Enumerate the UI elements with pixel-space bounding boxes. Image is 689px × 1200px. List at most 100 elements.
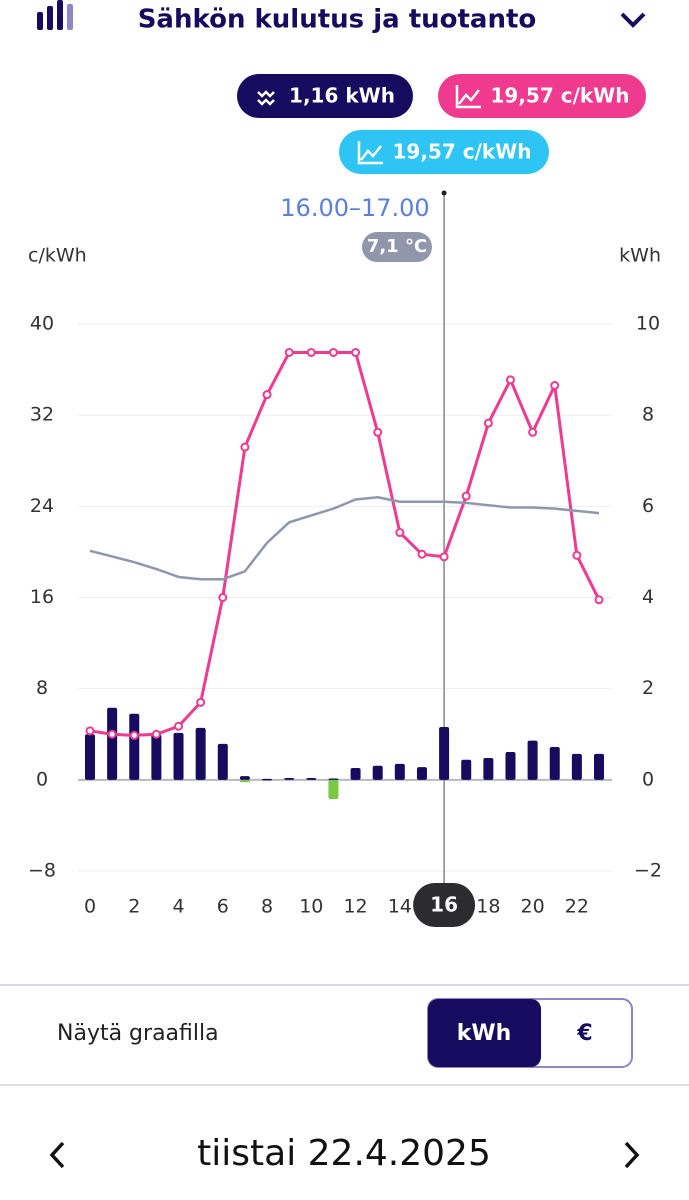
badge-text: 19,57 c/kWh <box>491 84 630 108</box>
x-tick-label: 20 <box>521 896 545 918</box>
bar <box>151 734 162 780</box>
line-marker <box>240 442 250 452</box>
line-marker <box>351 347 361 357</box>
x-tick-label: 14 <box>388 896 412 918</box>
y2-tick-label: 2 <box>642 677 654 699</box>
bar <box>328 778 339 780</box>
line-marker <box>417 549 427 559</box>
line-marker <box>373 427 383 437</box>
price-badge <box>339 130 549 174</box>
line-marker <box>129 730 139 740</box>
toggle-option[interactable]: € <box>576 1021 592 1046</box>
badge-icon <box>357 141 383 165</box>
bar <box>195 727 206 780</box>
y-tick-label: −8 <box>28 860 56 882</box>
line-marker <box>572 550 582 560</box>
toggle-option[interactable]: kWh <box>457 1021 512 1046</box>
y2-tick-label: 10 <box>636 313 660 335</box>
bar <box>284 778 295 780</box>
line-marker <box>505 375 515 385</box>
y-tick-label: 32 <box>30 404 54 426</box>
line-marker <box>461 491 471 501</box>
bar <box>217 743 228 780</box>
bar <box>173 732 184 780</box>
y-tick-label: 16 <box>30 586 54 608</box>
toggle-option-active[interactable] <box>428 999 541 1067</box>
line-marker <box>262 390 272 400</box>
badge-text: 1,16 kWh <box>289 84 395 108</box>
collapse-chevron[interactable] <box>620 12 646 28</box>
bar <box>549 747 560 780</box>
bar <box>350 767 361 780</box>
x-tick-label: 10 <box>299 896 323 918</box>
badge-text: 19,57 c/kWh <box>393 140 532 164</box>
line <box>89 495 600 581</box>
date: tiistai 22.4.2025 <box>197 1133 491 1174</box>
y-tick-label: 24 <box>30 495 54 517</box>
line-marker <box>594 595 604 605</box>
price-badge <box>438 74 646 118</box>
bar <box>461 759 472 780</box>
bar <box>85 734 95 780</box>
y2-tick-label: 8 <box>642 404 654 426</box>
line-marker <box>528 427 538 437</box>
bar <box>394 763 405 780</box>
y-axis-label: c/kWh <box>28 245 87 267</box>
line-marker <box>218 593 228 602</box>
title: Sähkön kulutus ja tuotanto <box>138 5 537 35</box>
y-tick-label: 40 <box>30 313 54 335</box>
bar <box>372 765 383 780</box>
y-tick-label: 8 <box>36 677 48 699</box>
bar <box>571 753 582 780</box>
next-day[interactable] <box>624 1141 640 1169</box>
bar <box>239 776 250 780</box>
temperature: 7,1 °C <box>367 236 427 257</box>
line-marker <box>328 347 338 357</box>
x-tick-label: 8 <box>261 896 273 918</box>
y2-tick-label: −2 <box>634 860 662 882</box>
line-marker <box>196 697 206 707</box>
toggle-label: Näytä graafilla <box>57 1021 219 1046</box>
x-tick-label: 12 <box>343 896 367 918</box>
line-marker <box>107 729 117 739</box>
bar <box>416 767 427 780</box>
line-marker <box>483 418 493 428</box>
bar <box>328 779 339 799</box>
line-marker <box>85 726 95 736</box>
y2-tick-label: 4 <box>642 586 654 608</box>
y2-axis-label: kWh <box>619 245 661 267</box>
line-marker <box>550 381 560 391</box>
line-marker <box>284 347 294 357</box>
consumption-badge <box>237 74 413 118</box>
prev-day[interactable] <box>49 1141 65 1169</box>
bar <box>107 707 118 780</box>
bar <box>129 713 140 780</box>
bar <box>262 778 273 781</box>
footer <box>0 1085 689 1200</box>
bar <box>527 740 538 780</box>
selected-hour-pill <box>413 883 476 927</box>
y2-tick-label: 6 <box>642 495 654 517</box>
bar <box>439 726 450 780</box>
line-marker <box>151 729 161 739</box>
bar <box>505 752 516 780</box>
y-tick-label: 0 <box>36 768 48 790</box>
bar <box>306 778 317 780</box>
x-tick-label: 22 <box>565 896 589 918</box>
line-marker <box>306 347 316 357</box>
app-icon <box>37 0 73 30</box>
bar <box>594 753 604 780</box>
bar <box>239 779 250 783</box>
badge-icon <box>257 90 275 106</box>
cursor-dot <box>441 190 447 196</box>
line <box>89 350 601 737</box>
y2-tick-label: 0 <box>642 768 654 790</box>
x-tick-label: 4 <box>172 896 184 918</box>
temperature-pill <box>362 232 432 262</box>
bar <box>483 757 494 780</box>
x-tick-label: 2 <box>128 896 140 918</box>
line-marker <box>395 528 405 538</box>
x-tick-label: 6 <box>217 896 229 918</box>
